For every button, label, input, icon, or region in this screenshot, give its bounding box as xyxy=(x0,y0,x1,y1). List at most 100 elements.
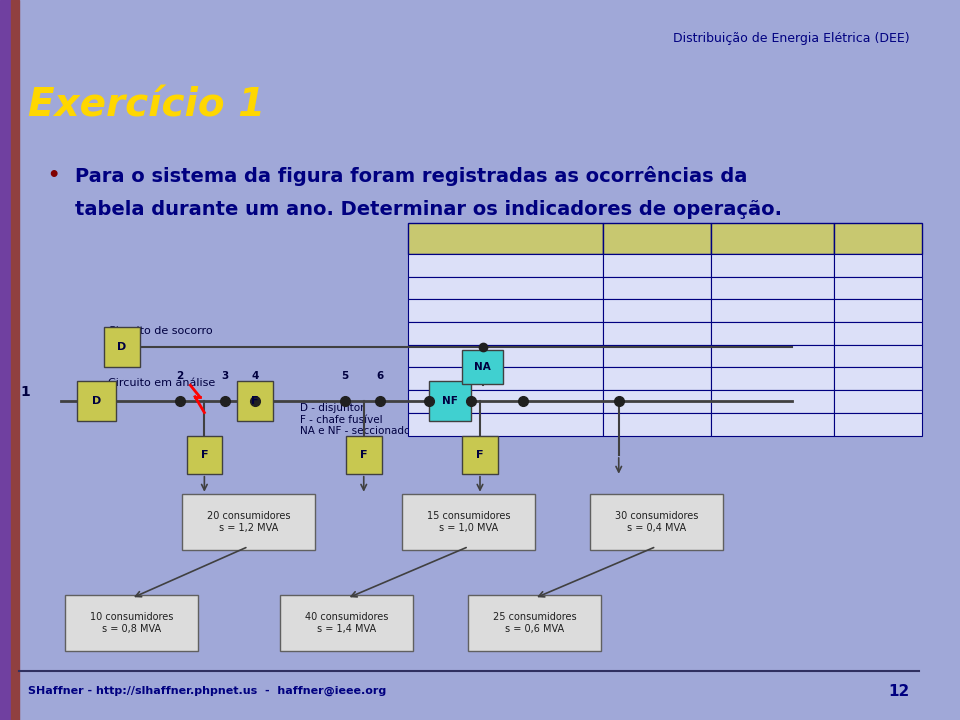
FancyBboxPatch shape xyxy=(603,300,711,322)
FancyBboxPatch shape xyxy=(408,367,603,390)
FancyBboxPatch shape xyxy=(834,300,922,322)
Text: 1: 1 xyxy=(20,385,30,400)
Text: Para o sistema da figura foram registradas as ocorrências da: Para o sistema da figura foram registrad… xyxy=(75,166,748,186)
FancyBboxPatch shape xyxy=(429,382,470,421)
Text: 4 – Ramal 5: 4 – Ramal 5 xyxy=(412,374,476,384)
FancyBboxPatch shape xyxy=(104,328,140,367)
Text: 80: 80 xyxy=(871,374,885,384)
Bar xyxy=(12,0,19,720)
Text: Circuito em análise: Circuito em análise xyxy=(108,378,215,388)
Text: 110: 110 xyxy=(646,283,667,293)
Text: 0,8: 0,8 xyxy=(764,261,781,270)
FancyBboxPatch shape xyxy=(408,223,603,254)
FancyBboxPatch shape xyxy=(462,350,503,384)
FancyBboxPatch shape xyxy=(834,413,922,436)
Text: 1 – Ramal 2: 1 – Ramal 2 xyxy=(412,261,476,270)
Text: 45: 45 xyxy=(871,397,885,407)
Text: 5: 5 xyxy=(342,371,348,381)
FancyBboxPatch shape xyxy=(711,390,834,413)
FancyBboxPatch shape xyxy=(834,367,922,390)
FancyBboxPatch shape xyxy=(711,254,834,276)
FancyBboxPatch shape xyxy=(603,367,711,390)
Text: 9: 9 xyxy=(615,371,622,381)
Text: 10: 10 xyxy=(650,261,664,270)
FancyBboxPatch shape xyxy=(603,276,711,300)
Text: 1,0: 1,0 xyxy=(763,306,781,316)
Text: 140: 140 xyxy=(646,328,667,338)
FancyBboxPatch shape xyxy=(408,276,603,300)
Text: Potência
instalada [MVA]: Potência instalada [MVA] xyxy=(728,228,817,250)
Text: Ocorrência – Local: Ocorrência – Local xyxy=(454,233,557,243)
Text: 1,4: 1,4 xyxy=(763,374,781,384)
Text: 5 – Trecho 5–6: 5 – Trecho 5–6 xyxy=(412,397,491,407)
Text: 180: 180 xyxy=(868,419,888,429)
FancyBboxPatch shape xyxy=(64,595,198,651)
Text: Distribuição de Energia Elétrica (DEE): Distribuição de Energia Elétrica (DEE) xyxy=(673,32,909,45)
Text: Consumidores
atingidos: Consumidores atingidos xyxy=(617,228,697,249)
Text: F: F xyxy=(252,396,259,406)
FancyBboxPatch shape xyxy=(462,436,498,474)
FancyBboxPatch shape xyxy=(711,276,834,300)
Text: 40: 40 xyxy=(871,328,885,338)
FancyBboxPatch shape xyxy=(408,322,603,345)
FancyBboxPatch shape xyxy=(711,322,834,345)
Text: Circuito de socorro: Circuito de socorro xyxy=(108,326,212,336)
Text: F: F xyxy=(360,450,368,460)
Text: 5,4: 5,4 xyxy=(763,328,781,338)
Text: tabela durante um ano. Determinar os indicadores de operação.: tabela durante um ano. Determinar os ind… xyxy=(75,200,782,219)
FancyBboxPatch shape xyxy=(834,322,922,345)
FancyBboxPatch shape xyxy=(603,223,711,254)
Text: 2 – Trecho 7–8: 2 – Trecho 7–8 xyxy=(412,283,491,293)
Text: 110: 110 xyxy=(867,306,888,316)
Text: 4: 4 xyxy=(252,371,258,381)
Text: 10 consumidores
s = 0,8 MVA: 10 consumidores s = 0,8 MVA xyxy=(89,612,173,634)
Text: 2: 2 xyxy=(177,371,183,381)
FancyBboxPatch shape xyxy=(186,436,222,474)
FancyBboxPatch shape xyxy=(408,345,603,367)
Text: •: • xyxy=(47,166,60,184)
Text: 40 consumidores
s = 1,4 MVA: 40 consumidores s = 1,4 MVA xyxy=(305,612,389,634)
Text: 40: 40 xyxy=(650,374,664,384)
Text: 6: 6 xyxy=(376,371,383,381)
Text: 7: 7 xyxy=(476,421,484,431)
Text: 2,4: 2,4 xyxy=(763,419,781,429)
FancyBboxPatch shape xyxy=(346,436,381,474)
FancyBboxPatch shape xyxy=(603,254,711,276)
Bar xyxy=(0,0,12,720)
FancyBboxPatch shape xyxy=(408,300,603,322)
FancyBboxPatch shape xyxy=(589,494,723,550)
Text: 30: 30 xyxy=(871,351,885,361)
FancyBboxPatch shape xyxy=(237,382,273,421)
Text: 120: 120 xyxy=(868,261,888,270)
Text: 3 – Trecho 2–3: 3 – Trecho 2–3 xyxy=(412,328,491,338)
Text: 30 consumidores
s = 0,4 MVA: 30 consumidores s = 0,4 MVA xyxy=(614,511,698,533)
Text: SHaffner - http://slhaffner.phpnet.us  -  haffner@ieee.org: SHaffner - http://slhaffner.phpnet.us - … xyxy=(28,686,386,696)
Text: 50: 50 xyxy=(871,283,885,293)
FancyBboxPatch shape xyxy=(603,345,711,367)
Text: D: D xyxy=(92,396,101,406)
FancyBboxPatch shape xyxy=(181,494,315,550)
FancyBboxPatch shape xyxy=(711,223,834,254)
Text: D: D xyxy=(117,342,127,352)
FancyBboxPatch shape xyxy=(408,390,603,413)
FancyBboxPatch shape xyxy=(603,413,711,436)
Text: 55: 55 xyxy=(650,306,664,316)
Text: 110: 110 xyxy=(646,397,667,407)
FancyBboxPatch shape xyxy=(603,322,711,345)
FancyBboxPatch shape xyxy=(834,223,922,254)
Text: 8: 8 xyxy=(519,371,527,381)
FancyBboxPatch shape xyxy=(402,494,536,550)
FancyBboxPatch shape xyxy=(408,254,603,276)
Text: 25 consumidores
s = 0,6 MVA: 25 consumidores s = 0,6 MVA xyxy=(492,612,576,634)
FancyBboxPatch shape xyxy=(834,390,922,413)
FancyBboxPatch shape xyxy=(711,413,834,436)
Text: D - disjuntor
F - chafe fusível
NA e NF - seccionadora: D - disjuntor F - chafe fusível NA e NF … xyxy=(300,403,421,436)
Text: 15 consumidores
s = 1,0 MVA: 15 consumidores s = 1,0 MVA xyxy=(427,511,511,533)
Text: NF: NF xyxy=(442,396,458,406)
Text: 12: 12 xyxy=(888,684,909,698)
FancyBboxPatch shape xyxy=(711,345,834,367)
Text: NA: NA xyxy=(474,362,492,372)
Text: 55: 55 xyxy=(650,419,664,429)
Text: 3,4: 3,4 xyxy=(763,283,781,293)
Text: 2,0: 2,0 xyxy=(764,351,781,361)
